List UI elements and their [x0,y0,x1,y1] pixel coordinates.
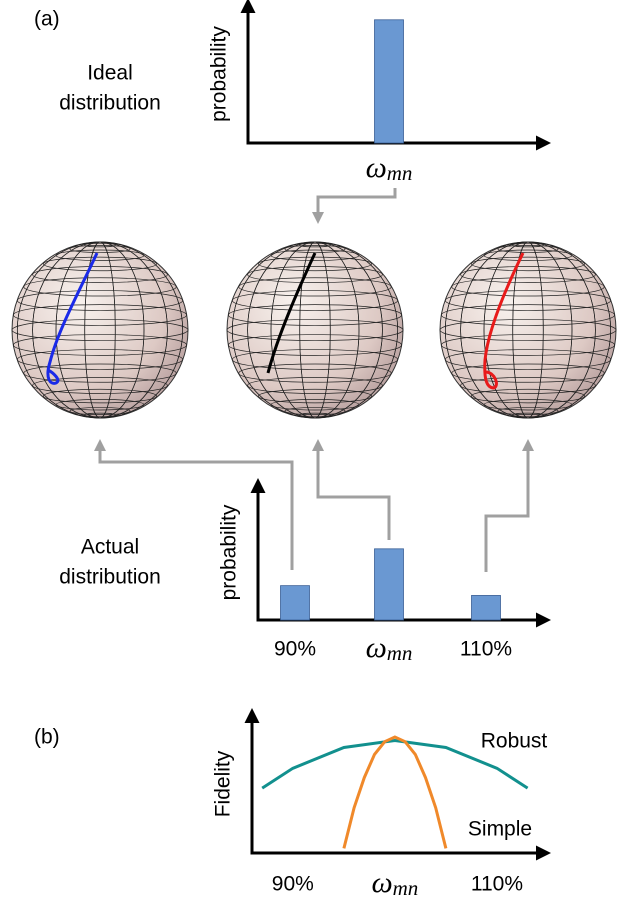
x-tick-label: ωmn [366,151,413,185]
arrow [486,445,528,572]
subscript: mn [387,161,413,185]
x-tick-label: 110% [460,638,512,661]
x-tick-label: ωmn [366,631,413,665]
bar [281,586,310,620]
omega: ω [366,151,387,184]
bar [375,20,404,143]
x-tick-label: ωmn [371,866,418,899]
y-axis-label: probability [218,504,241,600]
bar [472,595,501,620]
side-label: Actual [81,536,139,559]
bloch-spheres [12,242,616,418]
subscript: mn [387,641,413,665]
subscript: mn [393,876,419,899]
bar [375,549,404,620]
side-label: distribution [59,92,161,115]
sphere [12,242,188,418]
sphere [227,242,403,418]
panel-label: (b) [34,726,60,749]
x-tick-label: 90% [272,873,314,896]
y-axis-label: probability [208,26,231,122]
figure: (a) (b) probabilityIdealdistributionωmnp… [0,0,618,899]
legend-label: Simple [468,818,532,841]
sphere [440,242,616,418]
x-tick-label: 110% [471,873,523,896]
arrow [318,445,389,540]
side-label: distribution [59,566,161,589]
omega: ω [371,866,392,899]
legend-label: Robust [481,730,548,753]
arrow [318,188,395,218]
omega: ω [366,631,387,664]
x-tick-label: 90% [274,638,316,661]
y-axis-label: Fidelity [212,750,235,817]
side-label: Ideal [87,62,133,85]
line [344,737,446,848]
panel-label: (a) [34,8,60,31]
